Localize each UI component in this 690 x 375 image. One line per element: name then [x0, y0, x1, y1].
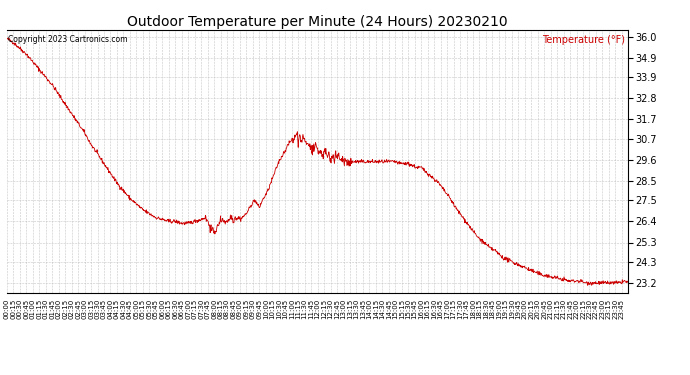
Title: Outdoor Temperature per Minute (24 Hours) 20230210: Outdoor Temperature per Minute (24 Hours…	[127, 15, 508, 29]
Text: Temperature (°F): Temperature (°F)	[542, 35, 625, 45]
Text: Copyright 2023 Cartronics.com: Copyright 2023 Cartronics.com	[8, 35, 128, 44]
